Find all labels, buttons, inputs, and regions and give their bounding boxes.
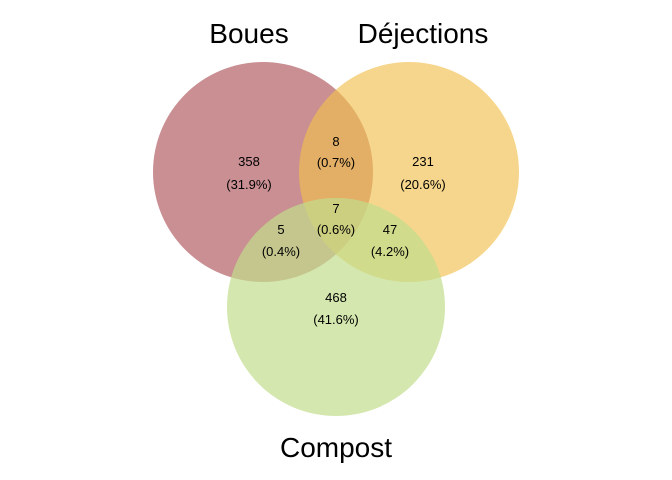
- region-all-three-count: 7: [332, 201, 339, 216]
- region-dejections-only-count: 231: [412, 154, 434, 169]
- region-boues-only-percent: (31.9%): [226, 177, 272, 192]
- set-title-dejections: Déjections: [358, 18, 489, 49]
- region-boues-only-count: 358: [238, 154, 260, 169]
- region-boues-dejections-percent: (0.7%): [317, 155, 355, 170]
- region-dejections-compost-count: 47: [383, 222, 397, 237]
- region-all-three-percent: (0.6%): [317, 222, 355, 237]
- set-circle-compost: [227, 198, 445, 416]
- set-title-compost: Compost: [280, 432, 392, 463]
- set-title-boues: Boues: [209, 18, 288, 49]
- region-dejections-only-percent: (20.6%): [400, 177, 446, 192]
- region-dejections-compost-percent: (4.2%): [371, 244, 409, 259]
- region-boues-dejections-count: 8: [332, 134, 339, 149]
- region-compost-only-count: 468: [325, 290, 347, 305]
- region-boues-compost-count: 5: [277, 222, 284, 237]
- region-compost-only-percent: (41.6%): [313, 312, 359, 327]
- region-boues-compost-percent: (0.4%): [262, 244, 300, 259]
